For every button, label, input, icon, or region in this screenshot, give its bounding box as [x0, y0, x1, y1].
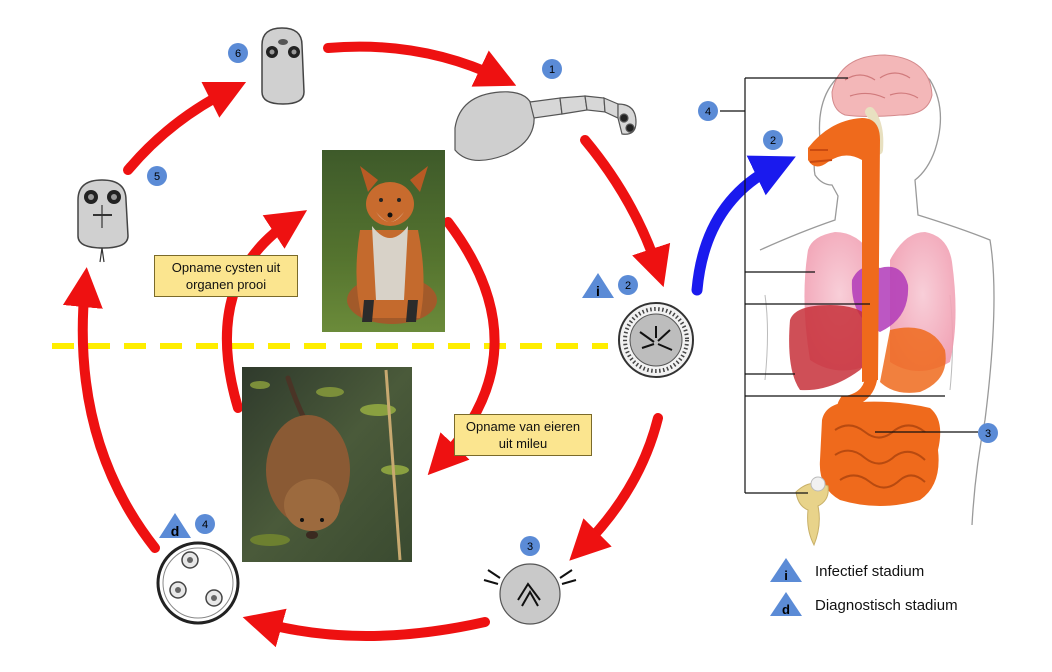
infective-stage-marker: i	[582, 273, 614, 299]
bone	[795, 482, 829, 547]
human-anatomy	[759, 54, 995, 547]
liver	[789, 305, 875, 391]
arrow-1-to-2	[580, 135, 671, 288]
stage-badge-2: 2	[618, 275, 638, 295]
cysts-ingestion-callout: Opname cysten uit organen prooi	[154, 255, 298, 297]
svg-text:1: 1	[549, 64, 555, 76]
stage-2-egg	[618, 302, 694, 378]
muskrat-photo	[242, 367, 412, 562]
cycle-arrows	[62, 41, 671, 648]
human-badge-2: 2	[763, 130, 783, 150]
eggs-ingestion-callout: Opname van eieren uit mileu	[454, 414, 592, 456]
stage-badge-6: 6	[228, 43, 248, 63]
svg-text:6: 6	[235, 48, 241, 60]
legend-infective-icon: i	[770, 558, 802, 583]
stage-6-protoscolex	[261, 27, 305, 105]
arrow-5-to-6	[123, 81, 247, 175]
svg-text:3: 3	[985, 428, 991, 440]
svg-text:4: 4	[202, 519, 208, 531]
fox-photo	[322, 150, 445, 332]
human-badge-3: 3	[978, 423, 998, 443]
svg-text:2: 2	[770, 135, 776, 147]
arrow-6-to-1	[323, 41, 517, 87]
stage-5-protoscolex	[77, 179, 129, 263]
stage-badge-5: 5	[147, 166, 167, 186]
svg-text:2: 2	[625, 280, 631, 292]
stage-4-hydatid-cyst	[156, 541, 240, 625]
svg-text:4: 4	[705, 106, 711, 118]
stage-1-adult-worm	[454, 91, 637, 161]
intestines	[819, 401, 941, 506]
arrow-cysts-to-fox	[221, 210, 308, 413]
organ-pointer-lines	[720, 77, 978, 494]
svg-text:3: 3	[527, 541, 533, 553]
stage-badge-3: 3	[520, 536, 540, 556]
legend-diagnostic-icon: d	[770, 592, 802, 617]
arrow-4-to-5	[62, 267, 160, 553]
human-badge-4: 4	[698, 101, 718, 121]
svg-text:i: i	[784, 568, 788, 583]
airway	[808, 118, 880, 382]
infection-arrow-to-mouth	[691, 155, 796, 296]
stage-badge-1: 1	[542, 59, 562, 79]
cysts-callout-line2: organen prooi	[185, 277, 267, 292]
arrow-2-to-3	[569, 413, 663, 561]
stomach	[880, 327, 946, 393]
eggs-callout-line1: Opname van eieren	[465, 419, 581, 434]
arrow-3-to-4	[242, 608, 490, 648]
eggs-callout-line2: uit mileu	[498, 436, 548, 451]
brain	[831, 54, 933, 117]
stage-3-oncosphere	[483, 563, 577, 625]
svg-text:i: i	[596, 283, 600, 299]
diagnostic-stage-marker: d	[159, 513, 191, 539]
legend-diagnostic-label: Diagnostisch stadium	[815, 597, 958, 614]
legend-infective-label: Infectief stadium	[815, 563, 925, 580]
svg-text:d: d	[782, 602, 790, 617]
cysts-callout-line1: Opname cysten uit	[171, 260, 281, 275]
stage-badge-4: 4	[195, 514, 215, 534]
svg-text:d: d	[171, 523, 180, 539]
svg-text:5: 5	[154, 171, 160, 183]
